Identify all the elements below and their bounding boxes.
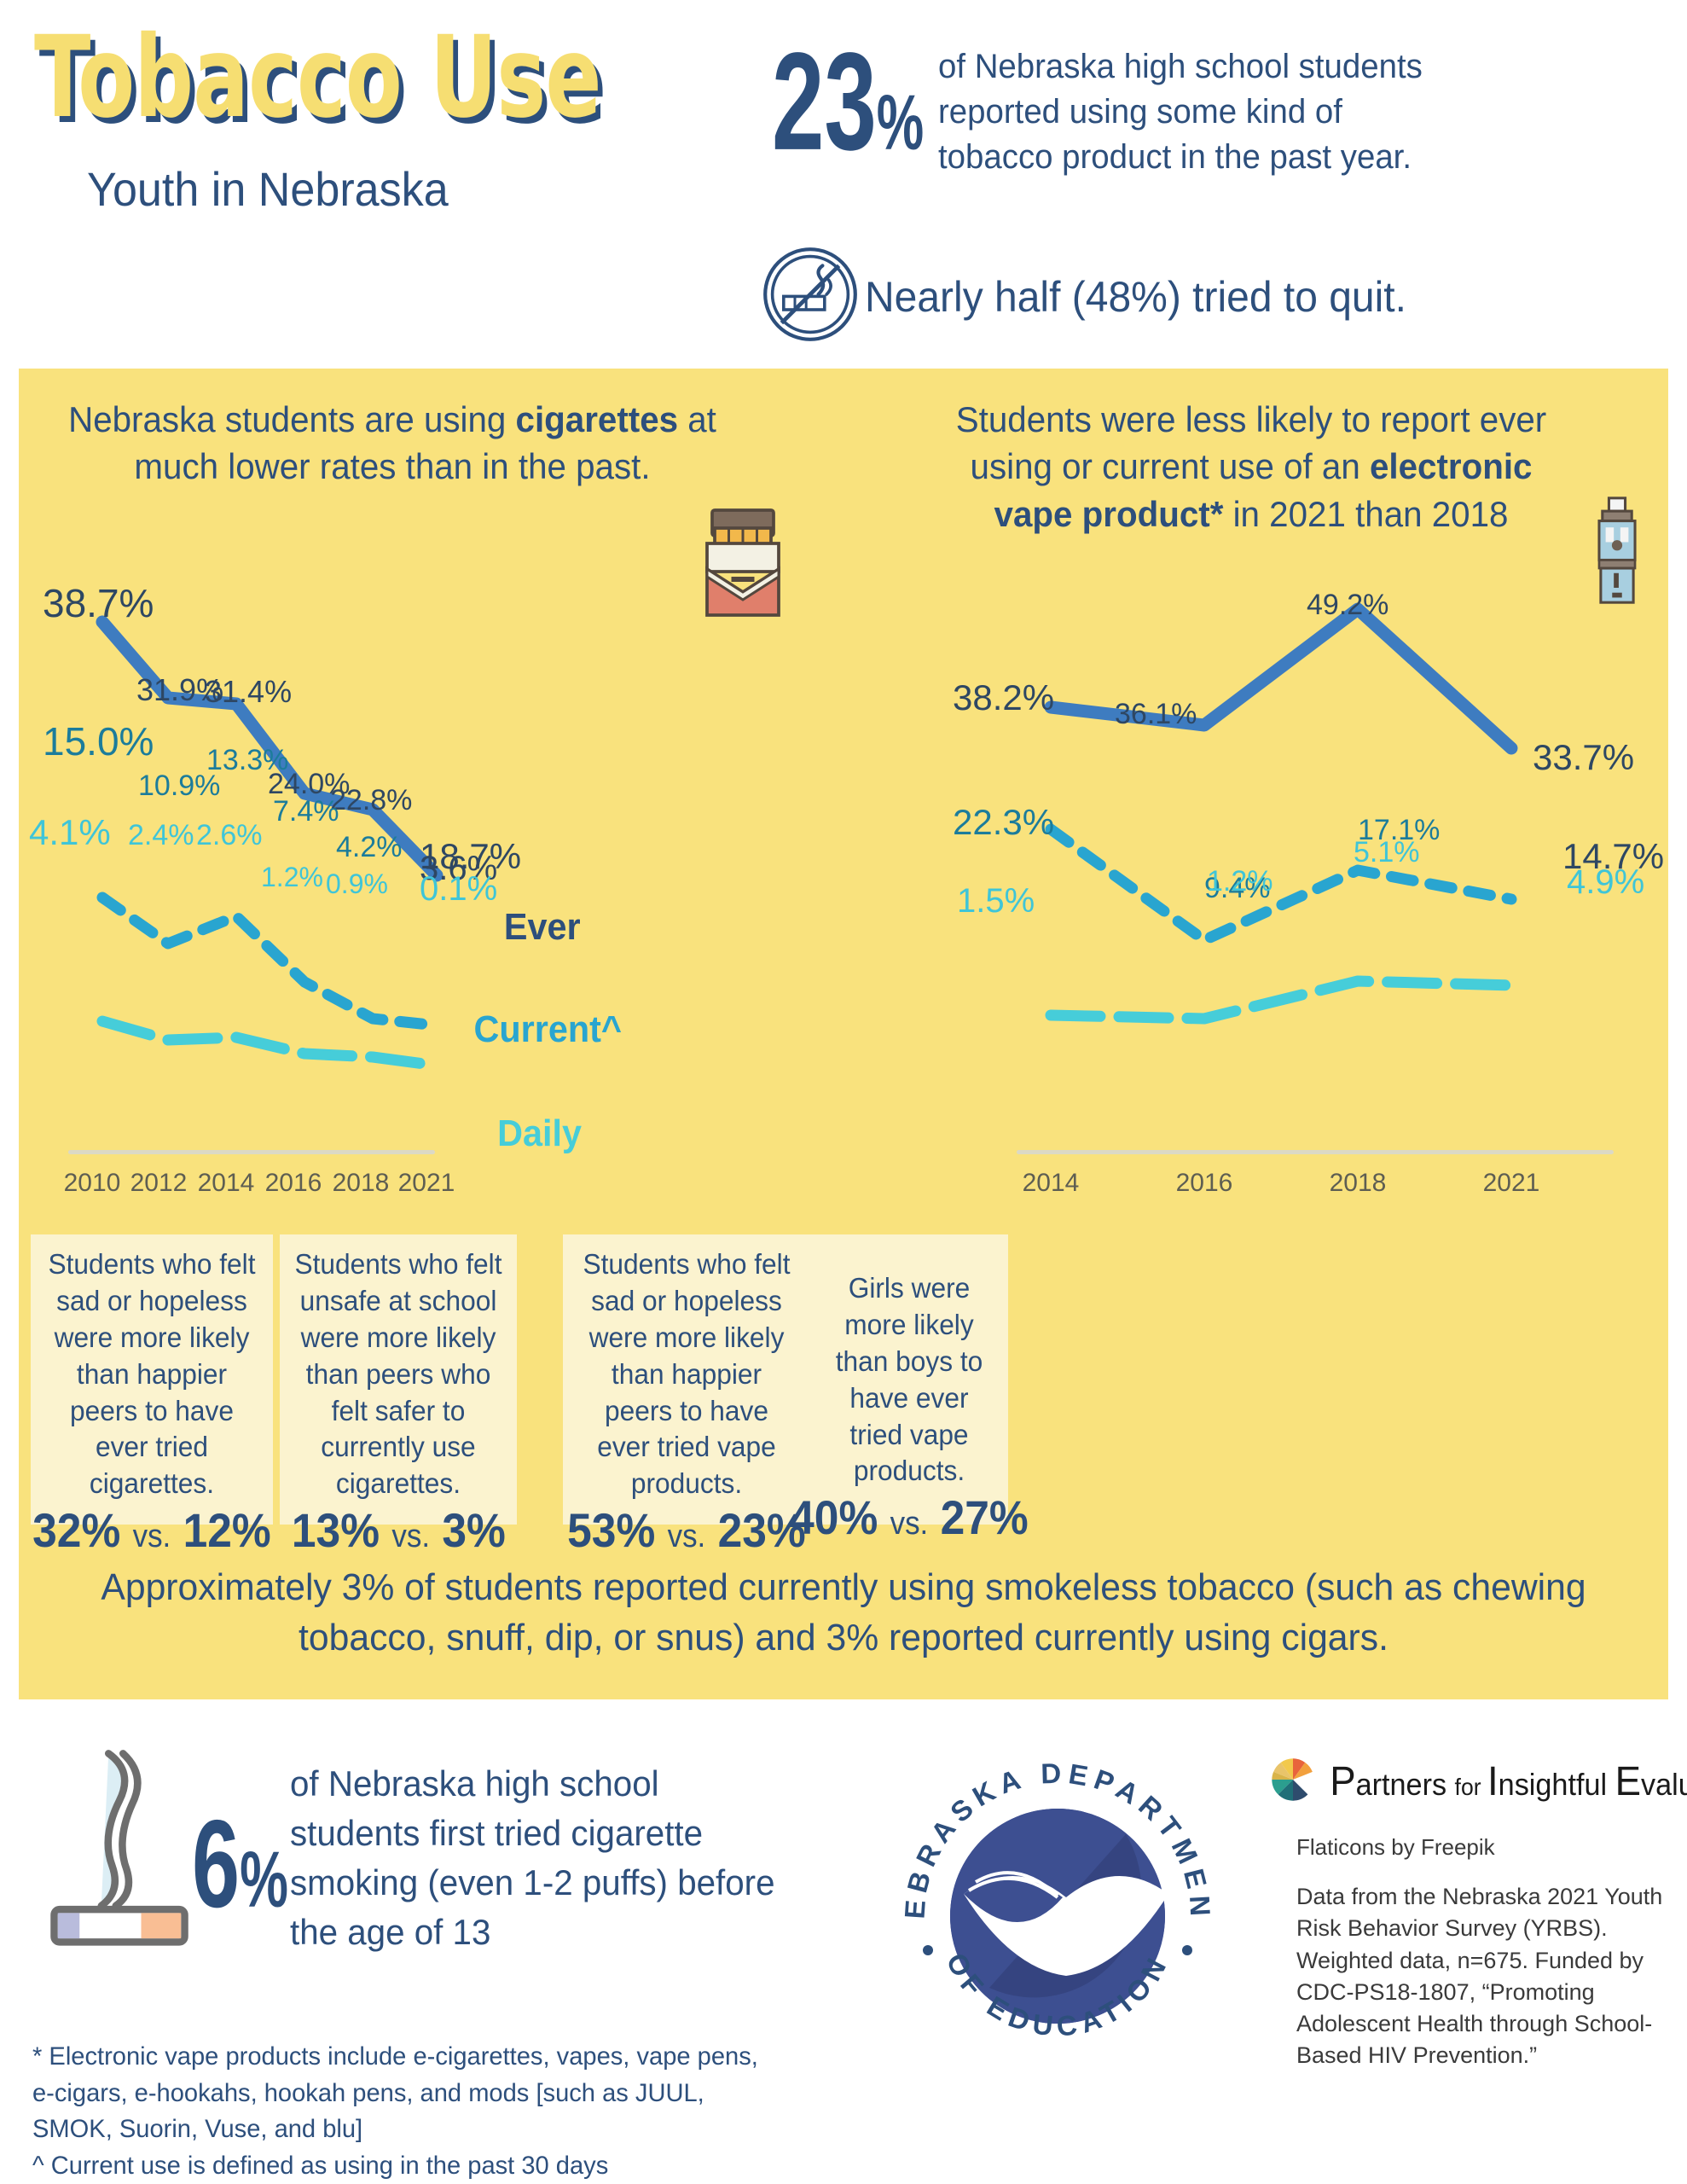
right-chart-heading: Students were less likely to report ever…	[928, 396, 1574, 537]
left-head-part2: at much lower rates than in the past.	[134, 399, 716, 487]
header: Tobacco Use Youth in Nebraska 23% of Neb…	[0, 0, 1687, 363]
footer: 6% of Nebraska high school students firs…	[0, 1706, 1687, 2184]
pie-pinwheel-icon	[1271, 1757, 1315, 1806]
left-ever-label-2016: 24.0%	[268, 768, 351, 800]
right-current-label-2016: 9.4%	[1204, 872, 1271, 904]
right-year-2021: 2021	[1482, 1169, 1540, 1197]
callout-2-stat: 13% vs. 3%	[291, 1503, 506, 1558]
no-smoking-icon	[759, 243, 861, 350]
callout-4-text: Girls were more likely than boys to have…	[835, 1272, 983, 1487]
left-daily-label-2014: 2.6%	[196, 819, 263, 851]
right-daily-label-2018: 5.1%	[1354, 836, 1420, 868]
stat-23-percent: 23%	[772, 24, 925, 180]
legend-current: Current^	[473, 1008, 623, 1050]
quit-stat-text: Nearly half (48%) tried to quit.	[865, 272, 1406, 321]
left-ever-label-2018: 22.8%	[330, 784, 413, 816]
right-head-bold: electronic vape product*	[994, 446, 1533, 534]
legend-daily: Daily	[497, 1112, 583, 1154]
quit-stat-block: Nearly half (48%) tried to quit.	[759, 243, 1429, 350]
left-year-2010: 2010	[63, 1169, 121, 1197]
stat-23-description: of Nebraska high school students reporte…	[937, 48, 1423, 176]
left-current-label-2014: 13.3%	[206, 744, 289, 776]
right-year-2016: 2016	[1175, 1169, 1233, 1197]
right-ever-label-2014: 38.2%	[953, 677, 1055, 717]
callout-boxes: Students who felt sad or hopeless were m…	[19, 1234, 1668, 1557]
stat-6-percent: 6%	[192, 1793, 288, 1934]
right-year-2014: 2014	[1022, 1169, 1080, 1197]
callout-1-stat: 32% vs. 12%	[32, 1503, 271, 1558]
vape-device-icon	[1592, 495, 1642, 610]
right-head-part1: Students were less likely to report ever…	[955, 399, 1547, 487]
right-current-label-2021: 14.7%	[1562, 836, 1665, 876]
left-head-bold: cigarettes	[515, 399, 679, 439]
callout-3-stat: 53% vs. 23%	[567, 1503, 806, 1558]
left-ever-label-2010: 38.7%	[43, 581, 154, 625]
right-daily-label-2016: 1.2%	[1207, 865, 1273, 897]
stat-6-block: 6% of Nebraska high school students firs…	[47, 1723, 802, 1965]
left-ever-label-2021: 18.7%	[420, 836, 522, 876]
data-source-note: Data from the Nebraska 2021 Youth Risk B…	[1296, 1884, 1663, 2069]
left-current-label-2021: 3.6%	[420, 850, 498, 887]
cigarette-smoke-icon	[47, 1739, 192, 1965]
callout-box-4: Girls were more likely than boys to have…	[790, 1234, 1029, 1544]
left-daily-label-2018: 0.9%	[326, 868, 388, 899]
footnote-1: * Electronic vape products include e-cig…	[32, 2042, 758, 2144]
right-ever-label-2018: 49.2%	[1307, 589, 1389, 621]
callout-box-1: Students who felt sad or hopeless were m…	[31, 1234, 273, 1557]
left-daily-label-2016: 1.2%	[261, 862, 323, 892]
left-daily-label-2010: 4.1%	[29, 812, 111, 852]
left-ever-label-2014: 31.4%	[205, 674, 293, 709]
left-current-label-2010: 15.0%	[43, 719, 154, 764]
left-head-part1: Nebraska students are using	[68, 399, 516, 439]
footnote-electronic-vape: * Electronic vape products include e-cig…	[32, 2039, 761, 2184]
flaticons-credit: Flaticons by Freepik	[1296, 1834, 1495, 1860]
callout-4-stat: 40% vs. 27%	[790, 1490, 1029, 1545]
page-subtitle: Youth in Nebraska	[87, 161, 449, 216]
charts-panel: Nebraska students are using cigarettes a…	[19, 369, 1668, 1699]
left-current-label-2012: 10.9%	[138, 770, 221, 802]
nebraska-department-of-education-seal: NEBRASKA DEPARTMENT OF EDUCATION	[873, 1706, 1228, 2094]
callout-3-text: Students who felt sad or hopeless were m…	[583, 1248, 791, 1500]
left-chart-axis	[68, 1150, 435, 1154]
right-chart-axis	[1017, 1150, 1614, 1154]
right-head-part2: in 2021 than 2018	[1223, 493, 1509, 534]
callout-box-3: Students who felt sad or hopeless were m…	[563, 1234, 810, 1557]
right-ever-label-2016: 36.1%	[1115, 698, 1197, 730]
right-ever-label-2021: 33.7%	[1533, 737, 1635, 777]
right-current-label-2018: 17.1%	[1358, 814, 1441, 846]
left-year-2021: 2021	[397, 1169, 455, 1197]
left-chart-heading: Nebraska students are using cigarettes a…	[56, 396, 728, 491]
callout-box-2: Students who felt unsafe at school were …	[280, 1234, 517, 1557]
right-current-label-2014: 22.3%	[953, 802, 1055, 842]
left-daily-label-2012: 2.4%	[128, 819, 194, 851]
left-current-label-2018: 4.2%	[336, 831, 403, 863]
left-year-2012: 2012	[130, 1169, 188, 1197]
right-daily-label-2021: 4.9%	[1567, 863, 1645, 901]
partners-for-insightful-evaluation-logo: Partners for Insightful Evaluation	[1271, 1757, 1687, 1806]
legend-ever: Ever	[503, 906, 581, 948]
stat-6-description: of Nebraska high school students first t…	[290, 1763, 775, 1952]
pie-logo-text: Partners for Insightful Evaluation	[1330, 1759, 1687, 1804]
left-year-2014: 2014	[197, 1169, 255, 1197]
cigarette-pack-icon	[697, 505, 789, 624]
left-ever-label-2012: 31.9%	[136, 672, 224, 707]
page-title: Tobacco Use	[34, 12, 602, 143]
left-daily-label-2021: 0.1%	[420, 870, 498, 908]
left-chart-lines	[96, 615, 443, 1072]
title-block: Tobacco Use Youth in Nebraska	[34, 19, 726, 217]
right-year-2018: 2018	[1329, 1169, 1387, 1197]
left-year-2016: 2016	[264, 1169, 322, 1197]
footnote-2: ^ Current use is defined as using in the…	[32, 2151, 609, 2180]
left-year-2018: 2018	[332, 1169, 390, 1197]
right-chart-lines	[1044, 602, 1518, 1025]
left-current-label-2016: 7.4%	[273, 795, 339, 828]
callout-2-text: Students who felt unsafe at school were …	[294, 1248, 502, 1500]
right-daily-label-2014: 1.5%	[957, 882, 1035, 920]
callout-1-text: Students who felt sad or hopeless were m…	[48, 1248, 256, 1500]
tobacco-use-stat-block: 23% of Nebraska high school students rep…	[772, 24, 1484, 179]
smokeless-tobacco-banner: Approximately 3% of students reported cu…	[101, 1566, 1586, 1658]
